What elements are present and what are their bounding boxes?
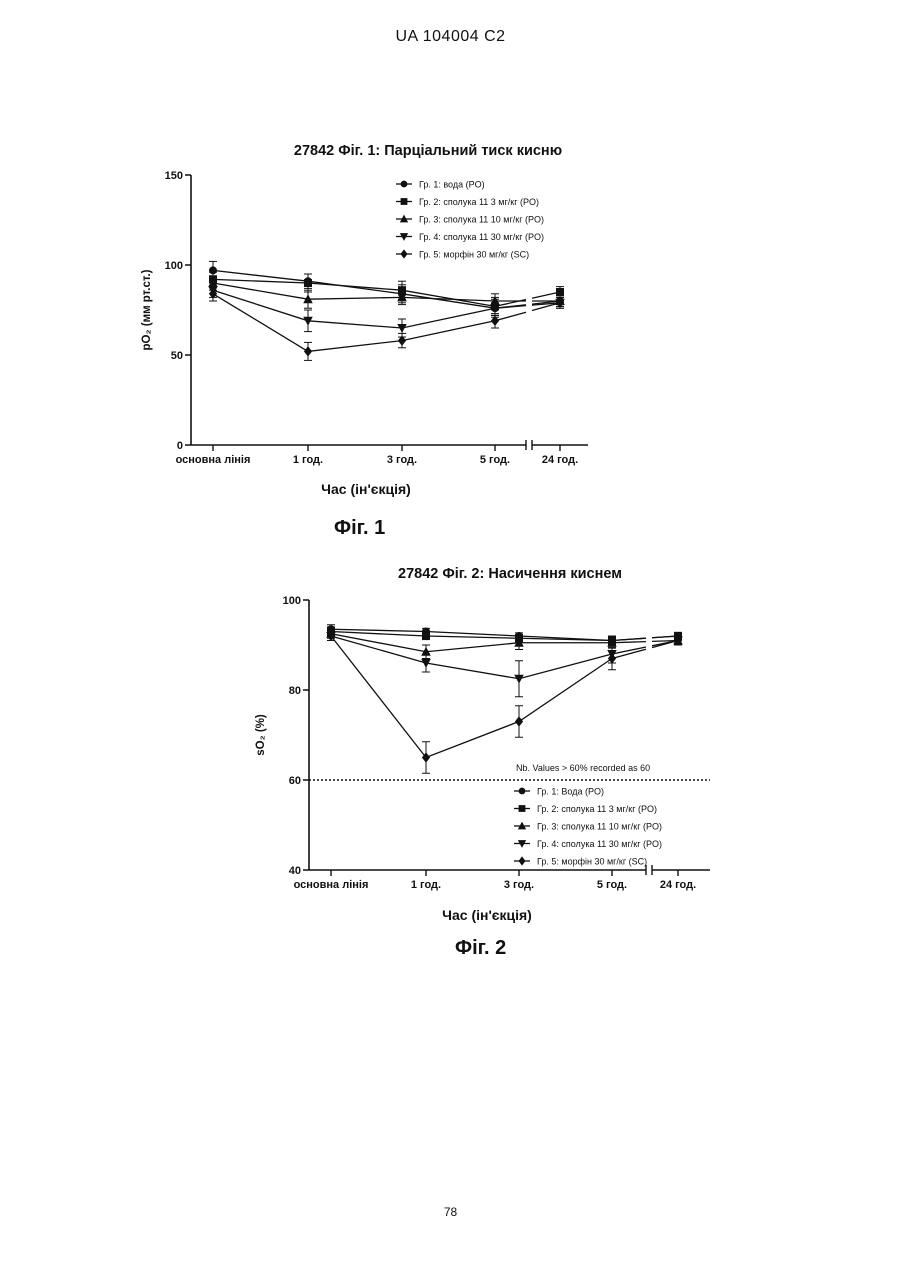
legend-label: Гр. 3: сполука 11 10 мг/кг (PO) <box>537 822 662 832</box>
figure-2-caption: Фіг. 2 <box>455 937 506 960</box>
series-line-segment <box>612 642 646 643</box>
y-tick-label: 40 <box>289 865 301 877</box>
legend-marker <box>519 857 525 865</box>
legend-marker <box>519 788 525 794</box>
x-tick-label: 5 год. <box>597 879 627 891</box>
legend-label: Гр. 2: сполука 11 3 мг/кг (PO) <box>537 804 657 814</box>
y-tick-label: 80 <box>289 685 301 697</box>
page-number: 78 <box>0 1205 901 1219</box>
data-point <box>515 675 523 683</box>
series-line-segment <box>612 638 646 640</box>
series-line <box>331 632 612 641</box>
x-tick-label: 1 год. <box>411 879 441 891</box>
legend-label: Гр. 1: Вода (PO) <box>537 787 604 797</box>
series-line <box>331 634 612 652</box>
chart-annotation: Nb. Values > 60% recorded as 60 <box>516 763 650 773</box>
legend-label: Гр. 4: сполука 11 30 мг/кг (PO) <box>537 839 662 849</box>
series-line <box>331 629 612 640</box>
legend-label: Гр. 5: морфін 30 мг/кг (SC) <box>537 857 647 867</box>
data-point <box>422 632 429 639</box>
chart-title: 27842 Фіг. 2: Насичення киснем <box>398 566 622 582</box>
y-axis-label: sO₂ (%) <box>255 714 267 756</box>
y-tick-label: 60 <box>289 775 301 787</box>
x-tick-label: основна лінія <box>294 879 369 891</box>
series-line <box>331 636 612 758</box>
x-tick-label: 3 год. <box>504 879 534 891</box>
x-axis-label: Час (ін'єкція) <box>442 907 532 923</box>
data-point <box>515 717 522 726</box>
y-tick-label: 100 <box>283 595 301 607</box>
x-tick-label: 24 год. <box>660 879 696 891</box>
legend-marker <box>519 806 525 812</box>
